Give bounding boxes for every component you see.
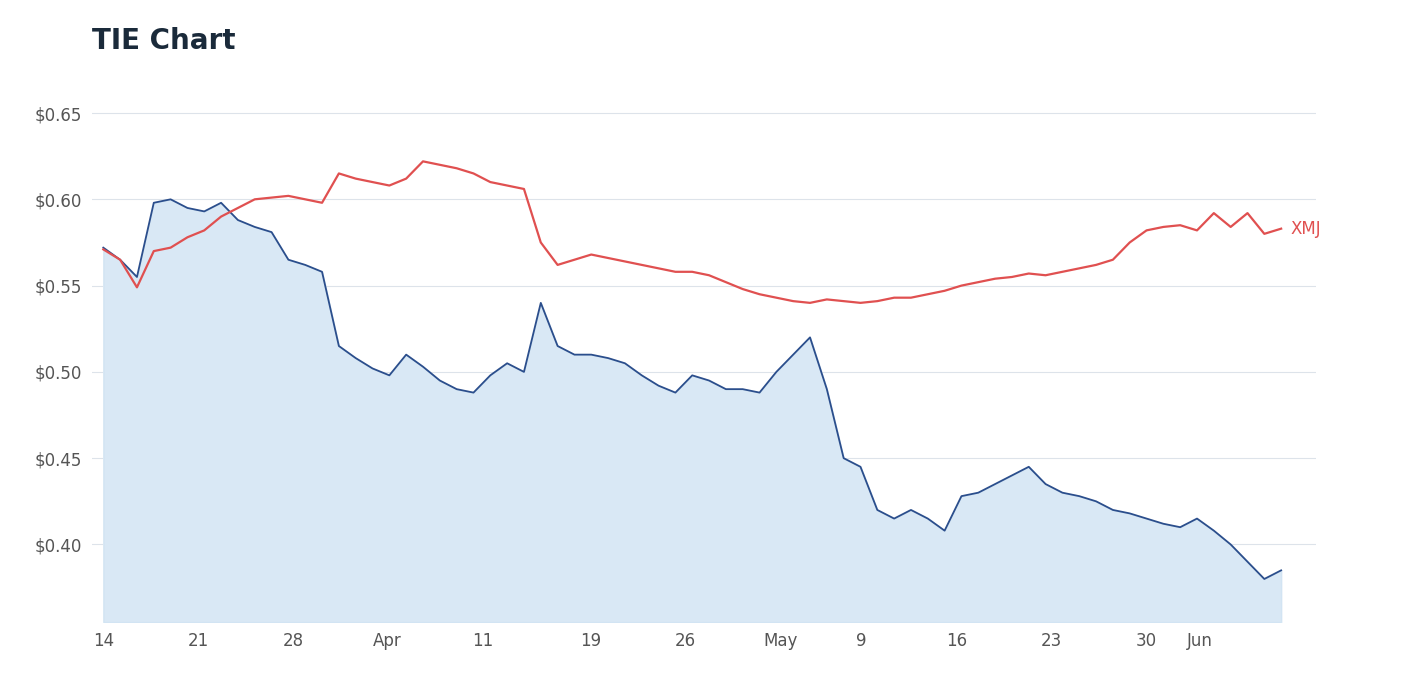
Text: TIE Chart: TIE Chart [92,27,235,55]
Text: XMJ: XMJ [1291,219,1321,238]
